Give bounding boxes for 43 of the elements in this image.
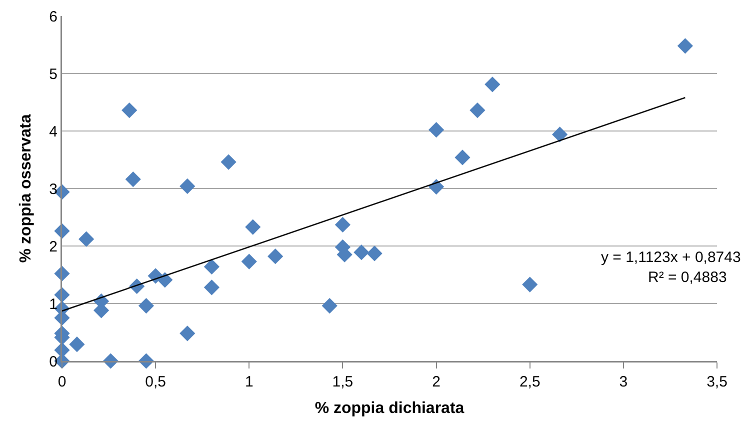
point xyxy=(428,122,444,138)
annotation: y = 1,1123x + 0,8743 xyxy=(601,249,741,266)
y-tick-label: 0 xyxy=(49,353,58,370)
point xyxy=(180,178,196,194)
point xyxy=(522,276,538,292)
x-tick-label: 1 xyxy=(244,374,254,390)
point xyxy=(69,336,85,352)
point xyxy=(677,38,693,54)
point xyxy=(484,76,500,92)
y-tick-label: 1 xyxy=(49,296,58,313)
y-tick-label: 4 xyxy=(49,123,58,140)
point xyxy=(241,254,257,270)
x-tick-label: 2,5 xyxy=(519,374,540,390)
point xyxy=(204,258,220,274)
x-tick-label: 3,5 xyxy=(706,374,728,390)
point xyxy=(454,150,470,166)
point xyxy=(138,298,154,314)
point xyxy=(552,126,568,142)
x-axis-title: % zoppia dichiarata xyxy=(314,400,464,417)
x-tick-label: 0,5 xyxy=(145,374,166,390)
y-axis-title: % zoppia osservata xyxy=(17,114,34,263)
y-tick-label: 3 xyxy=(49,180,58,198)
point xyxy=(220,154,236,170)
point xyxy=(470,102,486,118)
point xyxy=(78,231,94,247)
x-tick-label: 3 xyxy=(619,374,628,390)
y-tick-label: 5 xyxy=(49,66,58,83)
x-tick-label: 1,5 xyxy=(332,374,354,390)
point xyxy=(245,219,261,235)
point xyxy=(354,244,370,260)
point xyxy=(204,280,220,296)
annotation: R² = 0,4883 xyxy=(648,269,727,286)
x-tick-label: 2 xyxy=(432,374,440,390)
y-tick-label: 2 xyxy=(49,238,58,256)
point xyxy=(157,272,173,288)
point xyxy=(322,298,338,314)
point xyxy=(122,102,138,118)
point xyxy=(180,326,196,342)
point xyxy=(366,246,382,262)
point xyxy=(125,172,141,188)
point xyxy=(334,216,351,233)
point xyxy=(268,248,284,264)
y-tick-label: 6 xyxy=(49,8,58,26)
